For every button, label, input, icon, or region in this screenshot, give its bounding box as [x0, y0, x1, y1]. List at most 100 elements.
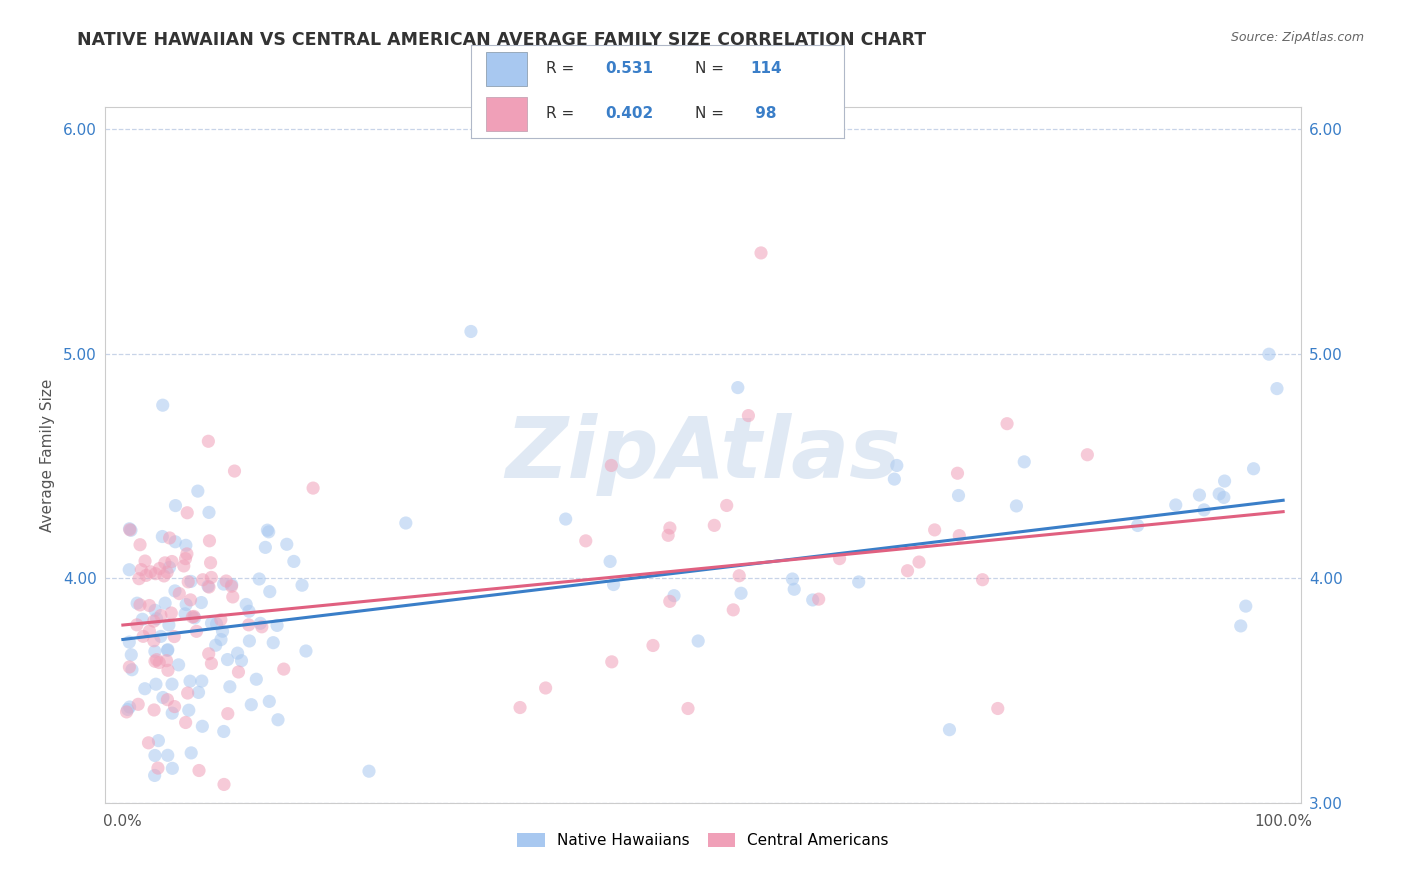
- Text: N =: N =: [695, 106, 728, 121]
- Native Hawaiians: [165, 534, 187, 549]
- Native Hawaiians: [238, 634, 260, 648]
- Central Americans: [509, 700, 531, 714]
- Native Hawaiians: [221, 577, 243, 591]
- Central Americans: [160, 555, 183, 569]
- Native Hawaiians: [801, 593, 824, 607]
- Central Americans: [198, 580, 221, 594]
- Central Americans: [149, 608, 172, 623]
- Central Americans: [127, 698, 149, 712]
- Central Americans: [209, 613, 232, 627]
- Native Hawaiians: [183, 611, 205, 625]
- Native Hawaiians: [152, 398, 174, 412]
- Central Americans: [188, 764, 211, 778]
- Native Hawaiians: [118, 522, 141, 536]
- Y-axis label: Average Family Size: Average Family Size: [39, 378, 55, 532]
- Central Americans: [995, 417, 1018, 431]
- Central Americans: [153, 556, 176, 570]
- Central Americans: [156, 692, 179, 706]
- Central Americans: [174, 551, 197, 566]
- Central Americans: [186, 624, 208, 639]
- Native Hawaiians: [118, 700, 141, 714]
- Central Americans: [200, 570, 222, 584]
- Native Hawaiians: [1229, 619, 1251, 633]
- Native Hawaiians: [148, 733, 170, 747]
- Native Hawaiians: [180, 574, 202, 589]
- Native Hawaiians: [295, 644, 318, 658]
- Native Hawaiians: [145, 677, 167, 691]
- Central Americans: [238, 618, 260, 632]
- Native Hawaiians: [145, 612, 167, 626]
- Central Americans: [658, 521, 681, 535]
- Central Americans: [155, 654, 177, 668]
- Native Hawaiians: [157, 618, 180, 632]
- Native Hawaiians: [149, 629, 172, 643]
- Central Americans: [228, 665, 250, 679]
- Native Hawaiians: [730, 586, 752, 600]
- Native Hawaiians: [1243, 461, 1265, 475]
- Central Americans: [176, 686, 198, 700]
- Text: ZipAtlas: ZipAtlas: [505, 413, 901, 497]
- Native Hawaiians: [1213, 474, 1236, 488]
- Text: R =: R =: [546, 62, 579, 77]
- Central Americans: [896, 564, 918, 578]
- Central Americans: [129, 598, 152, 612]
- Text: NATIVE HAWAIIAN VS CENTRAL AMERICAN AVERAGE FAMILY SIZE CORRELATION CHART: NATIVE HAWAIIAN VS CENTRAL AMERICAN AVER…: [77, 31, 927, 49]
- Central Americans: [676, 701, 699, 715]
- Text: Source: ZipAtlas.com: Source: ZipAtlas.com: [1230, 31, 1364, 45]
- Central Americans: [174, 715, 197, 730]
- Native Hawaiians: [120, 523, 142, 537]
- Native Hawaiians: [187, 685, 209, 699]
- Native Hawaiians: [212, 577, 235, 591]
- Central Americans: [600, 458, 623, 473]
- Native Hawaiians: [160, 677, 183, 691]
- Native Hawaiians: [267, 713, 290, 727]
- Native Hawaiians: [187, 484, 209, 499]
- Native Hawaiians: [259, 694, 281, 708]
- Native Hawaiians: [156, 643, 179, 657]
- Native Hawaiians: [191, 674, 214, 689]
- Central Americans: [160, 606, 183, 620]
- Native Hawaiians: [662, 589, 685, 603]
- Native Hawaiians: [247, 572, 270, 586]
- Central Americans: [302, 481, 325, 495]
- Central Americans: [222, 590, 245, 604]
- Native Hawaiians: [121, 663, 143, 677]
- Central Americans: [183, 609, 205, 624]
- Central Americans: [737, 409, 759, 423]
- Native Hawaiians: [291, 578, 314, 592]
- Native Hawaiians: [256, 523, 278, 537]
- Central Americans: [153, 569, 176, 583]
- Central Americans: [129, 563, 152, 577]
- Central Americans: [972, 573, 994, 587]
- Central Americans: [115, 705, 138, 719]
- Native Hawaiians: [143, 644, 166, 658]
- Native Hawaiians: [254, 541, 277, 555]
- Native Hawaiians: [209, 632, 232, 647]
- Central Americans: [145, 566, 167, 581]
- Central Americans: [657, 528, 679, 542]
- Central Americans: [948, 528, 970, 542]
- Central Americans: [143, 654, 166, 668]
- Central Americans: [703, 518, 725, 533]
- Central Americans: [200, 556, 222, 570]
- Native Hawaiians: [1258, 347, 1281, 361]
- Native Hawaiians: [602, 577, 624, 591]
- Central Americans: [658, 594, 681, 608]
- Central Americans: [118, 523, 141, 537]
- Central Americans: [197, 434, 219, 449]
- Central Americans: [169, 586, 191, 600]
- Central Americans: [191, 573, 214, 587]
- Native Hawaiians: [554, 512, 576, 526]
- Native Hawaiians: [131, 612, 153, 626]
- Central Americans: [138, 599, 160, 613]
- Native Hawaiians: [163, 583, 186, 598]
- Central Americans: [146, 761, 169, 775]
- Central Americans: [807, 592, 830, 607]
- Central Americans: [138, 624, 160, 638]
- Central Americans: [600, 655, 623, 669]
- Native Hawaiians: [160, 706, 183, 721]
- Central Americans: [135, 568, 157, 582]
- Native Hawaiians: [460, 325, 482, 339]
- Native Hawaiians: [1234, 599, 1257, 614]
- Native Hawaiians: [204, 638, 226, 652]
